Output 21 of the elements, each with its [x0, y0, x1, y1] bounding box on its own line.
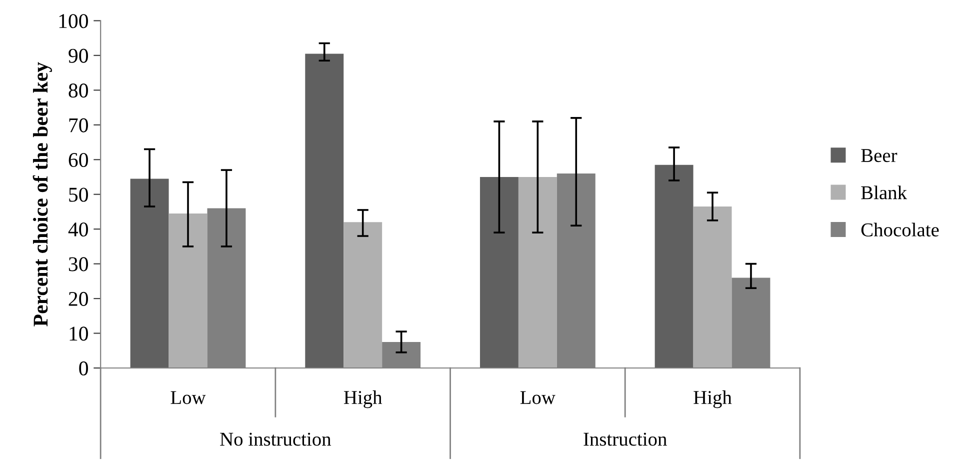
x-tick-label: Low [520, 391, 556, 404]
y-tick-label: 50 [69, 188, 88, 202]
y-tick-label: 0 [79, 361, 88, 376]
legend-label: Beer [861, 149, 898, 162]
y-tick-label: 40 [68, 222, 88, 237]
y-tick-label: 80 [68, 84, 88, 98]
x-tick-label: High [344, 390, 382, 408]
legend-label: Chocolate [861, 222, 939, 236]
y-tick-label: 20 [68, 292, 88, 306]
y-tick-label: 70 [69, 118, 88, 132]
x-tick-label: High [694, 390, 732, 408]
y-axis-title: Percent choice of the beer key [32, 62, 52, 326]
y-tick-label: 90 [68, 48, 88, 63]
text: No instruction [220, 432, 332, 446]
text: Instruction [584, 432, 667, 446]
x-tick-label: Low [170, 391, 206, 404]
y-tick-label: 10 [70, 326, 88, 341]
y-tick-label: 60 [68, 152, 88, 168]
y-tick-label: 30 [68, 257, 88, 272]
y-tick-label: 100 [59, 14, 88, 28]
legend-label: Blank [861, 186, 908, 200]
